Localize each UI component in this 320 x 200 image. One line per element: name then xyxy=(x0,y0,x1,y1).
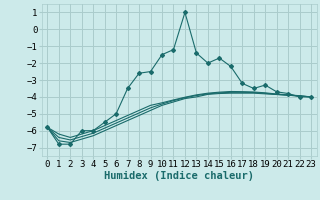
X-axis label: Humidex (Indice chaleur): Humidex (Indice chaleur) xyxy=(104,171,254,181)
